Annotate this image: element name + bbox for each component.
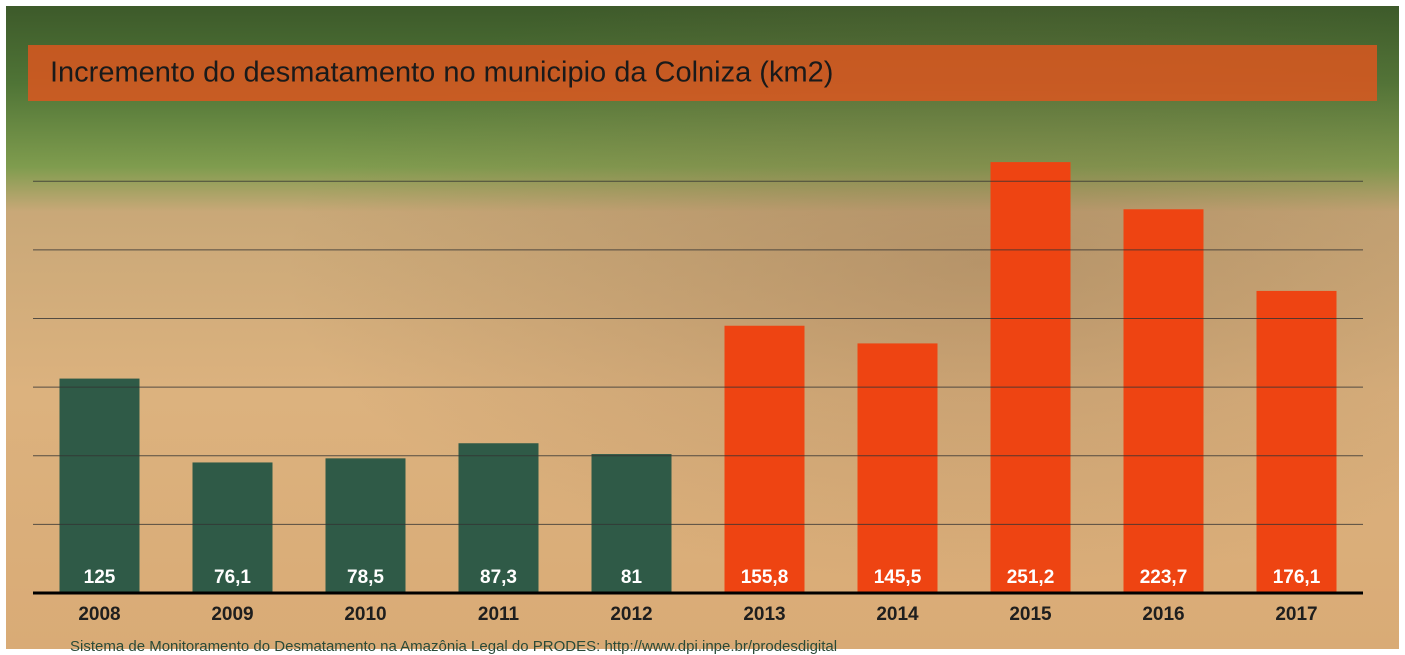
value-label: 87,3 — [480, 567, 517, 588]
bar — [991, 162, 1071, 593]
x-tick-label: 2013 — [743, 604, 785, 625]
value-label: 76,1 — [214, 567, 251, 588]
value-label: 125 — [84, 567, 116, 588]
bar — [1124, 209, 1204, 593]
value-label: 155,8 — [741, 567, 789, 588]
source-note: Sistema de Monitoramento do Desmatamento… — [70, 638, 837, 655]
x-tick-label: 2017 — [1275, 604, 1317, 625]
x-tick-label: 2016 — [1142, 604, 1184, 625]
chart-title: Incremento do desmatamento no municipio … — [50, 57, 833, 89]
x-tick-label: 2015 — [1009, 604, 1052, 625]
x-tick-label: 2010 — [344, 604, 386, 625]
bar — [725, 326, 805, 593]
value-label: 176,1 — [1273, 567, 1321, 588]
value-label: 145,5 — [874, 567, 922, 588]
x-tick-label: 2008 — [78, 604, 120, 625]
bar — [858, 343, 938, 593]
bar — [60, 379, 140, 593]
value-label: 78,5 — [347, 567, 384, 588]
x-tick-label: 2014 — [876, 604, 919, 625]
chart: Incremento do desmatamento no municipio … — [0, 0, 1405, 655]
x-tick-label: 2011 — [478, 604, 520, 625]
value-label: 251,2 — [1007, 567, 1055, 588]
x-tick-label: 2012 — [610, 604, 652, 625]
value-label: 81 — [621, 567, 643, 588]
bar — [1257, 291, 1337, 593]
value-label: 223,7 — [1140, 567, 1188, 588]
x-tick-label: 2009 — [211, 604, 253, 625]
